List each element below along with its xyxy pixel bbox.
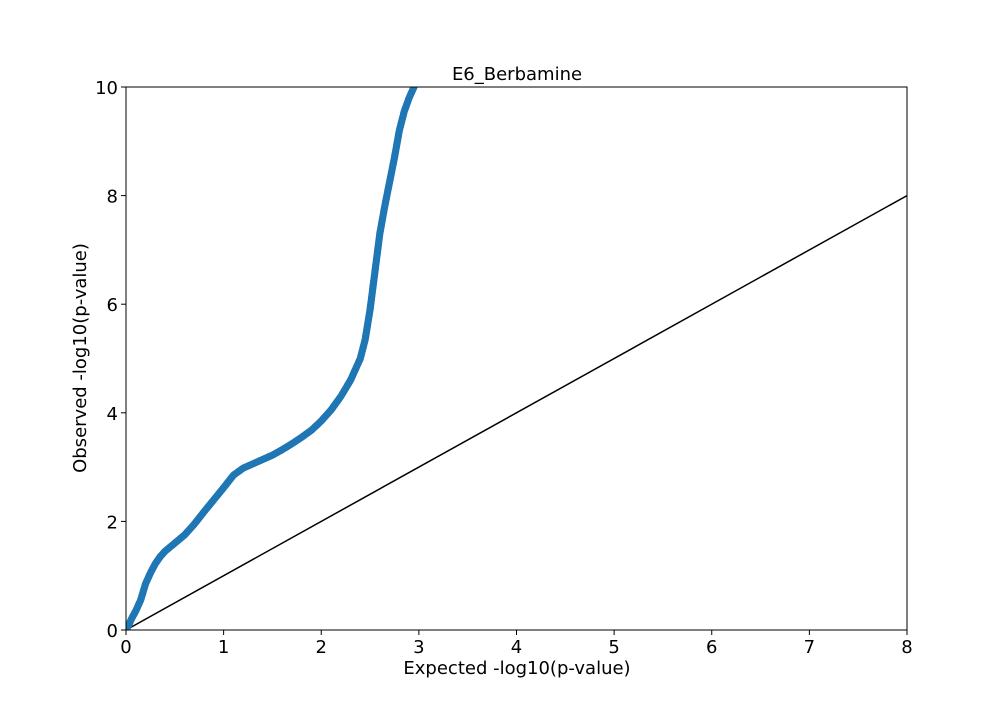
y-tick-label: 2: [107, 512, 118, 533]
y-axis: 0 2 4 6 8 10: [95, 78, 126, 642]
x-tick-label: 7: [804, 637, 815, 658]
x-tick-label: 3: [413, 637, 424, 658]
scatter-series: [126, 87, 418, 630]
reference-line: [126, 194, 907, 630]
x-axis: 0 1 2 3 4 5 6 7 8: [120, 630, 913, 658]
scatter-point: [410, 87, 418, 91]
x-tick-label: 1: [218, 637, 229, 658]
x-tick-label: 8: [901, 637, 912, 658]
y-tick-label: 0: [107, 621, 118, 642]
y-tick-label: 4: [107, 404, 118, 425]
x-tick-label: 5: [608, 637, 619, 658]
x-tick-label: 0: [120, 637, 131, 658]
x-tick-label: 2: [316, 637, 327, 658]
plot-area: [126, 87, 907, 630]
x-tick-label: 4: [511, 637, 522, 658]
y-tick-label: 8: [107, 187, 118, 208]
x-axis-label: Expected -log10(p-value): [403, 658, 630, 679]
y-axis-label: Observed -log10(p-value): [70, 243, 91, 473]
chart-title: E6_Berbamine: [452, 64, 582, 85]
y-tick-label: 6: [107, 295, 118, 316]
x-tick-label: 6: [706, 637, 717, 658]
y-tick-label: 10: [95, 78, 118, 99]
